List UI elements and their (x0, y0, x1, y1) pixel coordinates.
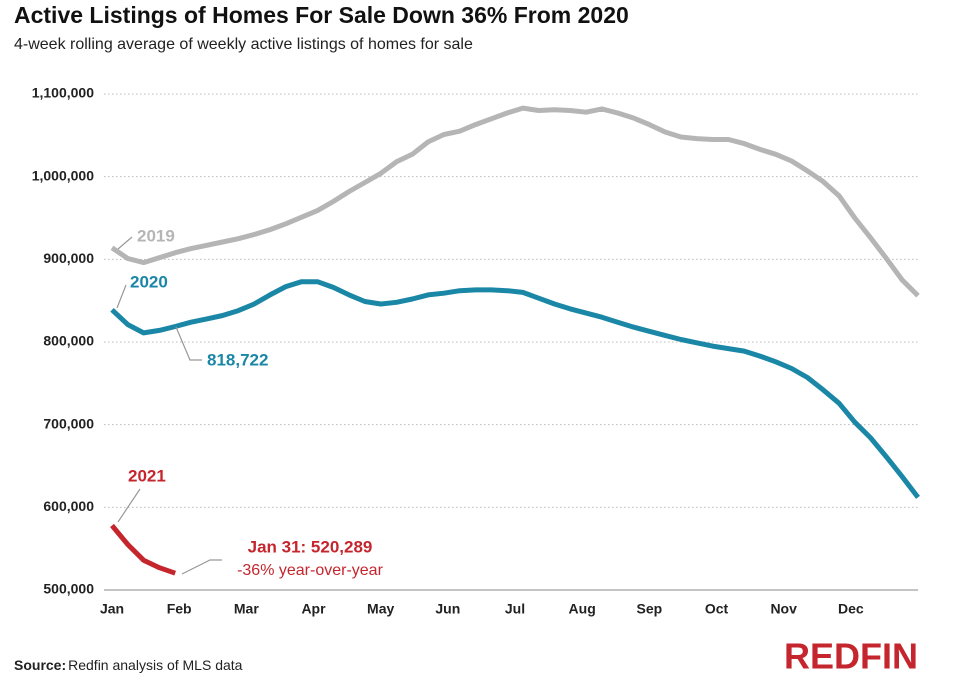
leader-line (175, 326, 202, 361)
series-label: 2021 (128, 466, 166, 485)
x-tick-label: Dec (838, 601, 864, 617)
chart-title: Active Listings of Homes For Sale Down 3… (14, 2, 629, 28)
leader-line (117, 488, 141, 523)
y-tick-label: 700,000 (43, 415, 94, 431)
annotation: -36% year-over-year (237, 562, 384, 579)
leader-line (181, 559, 222, 575)
series-line (110, 105, 920, 298)
chart-subtitle: 4-week rolling average of weekly active … (14, 36, 473, 53)
source-text: Redfin analysis of MLS data (68, 657, 243, 673)
annotation: 818,722 (207, 350, 268, 369)
y-tick-label: 500,000 (43, 581, 94, 597)
x-tick-label: Aug (569, 601, 596, 617)
series-label: 2019 (137, 226, 175, 245)
x-tick-label: Feb (167, 601, 192, 617)
x-tick-label: Mar (234, 601, 259, 617)
x-tick-label: Apr (301, 601, 326, 617)
leader-line (116, 284, 127, 309)
annotation: Jan 31: 520,289 (248, 537, 373, 556)
leader-line (117, 236, 133, 250)
y-tick-label: 1,000,000 (32, 167, 94, 183)
source: Source: Redfin analysis of MLS data (14, 657, 243, 673)
series-line (110, 523, 177, 576)
x-tick-label: Sep (636, 601, 662, 617)
x-tick-label: Jul (505, 601, 525, 617)
logo: REDFIN (784, 636, 918, 677)
y-tick-label: 1,100,000 (32, 85, 94, 101)
x-tick-label: Oct (705, 601, 729, 617)
source-label: Source: (14, 657, 66, 673)
y-tick-label: 800,000 (43, 333, 94, 349)
y-tick-label: 900,000 (43, 250, 94, 266)
series-label: 2020 (130, 272, 168, 291)
y-tick-label: 600,000 (43, 498, 94, 514)
x-tick-label: Nov (770, 601, 797, 617)
x-tick-label: Jan (100, 601, 124, 617)
series-line (110, 279, 920, 499)
x-tick-label: May (367, 601, 394, 617)
x-tick-label: Jun (435, 601, 460, 617)
